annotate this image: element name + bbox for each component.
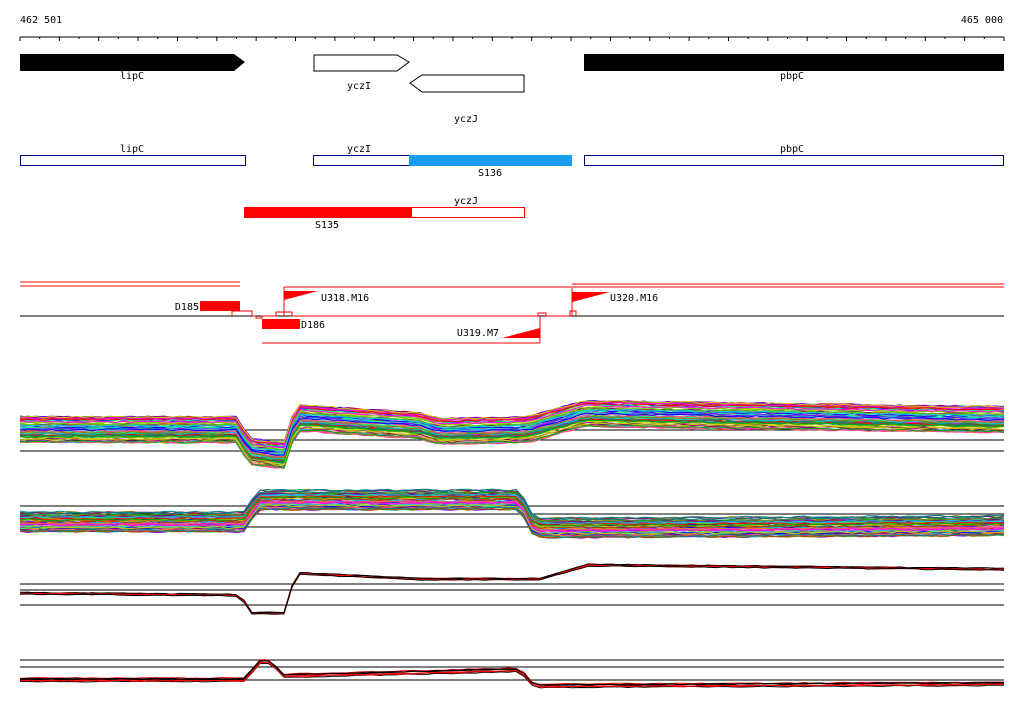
- transcript-bar-yczI: [313, 155, 410, 166]
- transcript-bar-pbpC: [584, 155, 1004, 166]
- profile-line: [19, 409, 1005, 452]
- segment-U319.M7[interactable]: U319.M7: [457, 316, 541, 343]
- segment-block-D185: [200, 301, 240, 311]
- gene-arrow-pbpC: [584, 54, 1004, 71]
- profile-line: [19, 496, 1005, 527]
- gene-lipC[interactable]: lipC: [20, 54, 245, 82]
- segment-block-D186: [262, 319, 300, 329]
- transcript-yczI[interactable]: yczI: [313, 144, 410, 166]
- transcript-label-S136: S136: [478, 168, 502, 179]
- profile-line: [19, 404, 1005, 449]
- ruler-end-label: 465 000: [961, 15, 1003, 26]
- gene-label-yczI: yczI: [347, 81, 371, 92]
- segment-label-U320.M16: U320.M16: [610, 293, 658, 304]
- profile-line: [19, 401, 1005, 446]
- profile-line: [19, 501, 1005, 533]
- profile-line: [20, 504, 1005, 536]
- segmentation-track: D185 D186 U318.M16 U319.M7 U320.M16: [20, 281, 1004, 344]
- segment-U318.M16[interactable]: U318.M16: [283, 287, 369, 316]
- transcript-pbpC[interactable]: pbpC: [584, 144, 1004, 166]
- profile-line: [19, 662, 1004, 689]
- coordinate-ruler: 462 501 465 000: [19, 15, 1005, 41]
- profile-line: [19, 565, 1005, 615]
- profile-line: [19, 419, 1005, 463]
- transcript-bar-lipC: [20, 155, 246, 166]
- profile-line: [19, 564, 1005, 615]
- profile-line: [19, 402, 1005, 446]
- gene-label-yczJ: yczJ: [454, 114, 478, 125]
- profile-line: [19, 659, 1005, 685]
- profile-line: [19, 415, 1005, 459]
- segment-D185[interactable]: D185: [175, 301, 240, 313]
- gene-label-lipC: lipC: [120, 71, 144, 82]
- gene-pbpC[interactable]: pbpC: [584, 54, 1004, 82]
- gene-track: lipC yczI yczJ pbpC: [20, 54, 1004, 125]
- transcript-lipC[interactable]: lipC: [20, 144, 246, 166]
- profile-line: [19, 400, 1005, 444]
- expression-profile-panel-4: [19, 659, 1005, 689]
- profile-line: [19, 406, 1005, 451]
- expression-profile-panel-1: [19, 399, 1005, 469]
- ruler-ticks: [19, 37, 1005, 41]
- expression-profile-panel-2: [19, 488, 1005, 539]
- transcript-bar-S135: [244, 207, 412, 218]
- profile-line: [19, 488, 1005, 520]
- gene-label-pbpC: pbpC: [780, 71, 804, 82]
- transcript-label-S135: S135: [315, 220, 339, 231]
- transcript-S135[interactable]: S135: [244, 207, 412, 231]
- profile-line: [20, 493, 1005, 524]
- transcript-track: lipC yczI S136 pbpC yczJ S135: [20, 144, 1004, 231]
- segment-U320.M16[interactable]: U320.M16: [571, 288, 658, 316]
- segment-label-D185: D185: [175, 302, 199, 313]
- profile-line: [19, 422, 1005, 466]
- profile-line: [19, 506, 1005, 538]
- gene-yczJ[interactable]: yczJ: [409, 74, 525, 125]
- profile-line: [19, 425, 1005, 469]
- gene-arrow-lipC: [20, 54, 245, 71]
- profile-line: [19, 412, 1005, 456]
- segment-label-D186: D186: [301, 320, 325, 331]
- profile-line: [19, 418, 1005, 463]
- profile-line: [19, 507, 1005, 539]
- profile-line: [19, 660, 1005, 686]
- expression-profile-panel-3: [19, 563, 1005, 615]
- profile-line: [19, 498, 1005, 530]
- transcript-label-lipC: lipC: [120, 144, 144, 155]
- gene-arrow-yczJ: [409, 74, 525, 93]
- profile-line: [19, 495, 1005, 526]
- segment-flag-U320.M16: [572, 292, 610, 302]
- profile-line: [19, 500, 1005, 531]
- profile-line: [19, 407, 1005, 452]
- gene-arrow-yczI: [313, 54, 410, 72]
- ruler-start-label: 462 501: [20, 15, 62, 26]
- segment-D186[interactable]: D186: [262, 319, 325, 331]
- transcript-label-yczI: yczI: [347, 144, 371, 155]
- transcript-S136[interactable]: S136: [409, 155, 572, 179]
- profile-line: [19, 417, 1005, 462]
- segment-flag-U319.M7: [502, 328, 540, 338]
- profile-line: [19, 563, 1005, 614]
- profile-line: [19, 661, 1005, 688]
- segment-flag-U318.M16: [284, 291, 318, 300]
- profile-line: [19, 423, 1005, 468]
- segment-label-U318.M16: U318.M16: [321, 293, 369, 304]
- transcript-label-pbpC: pbpC: [780, 144, 804, 155]
- transcript-label-yczJ: yczJ: [454, 196, 478, 207]
- transcript-bar-S136: [409, 155, 572, 166]
- segment-label-U319.M7: U319.M7: [457, 328, 499, 339]
- gene-yczI[interactable]: yczI: [313, 54, 410, 92]
